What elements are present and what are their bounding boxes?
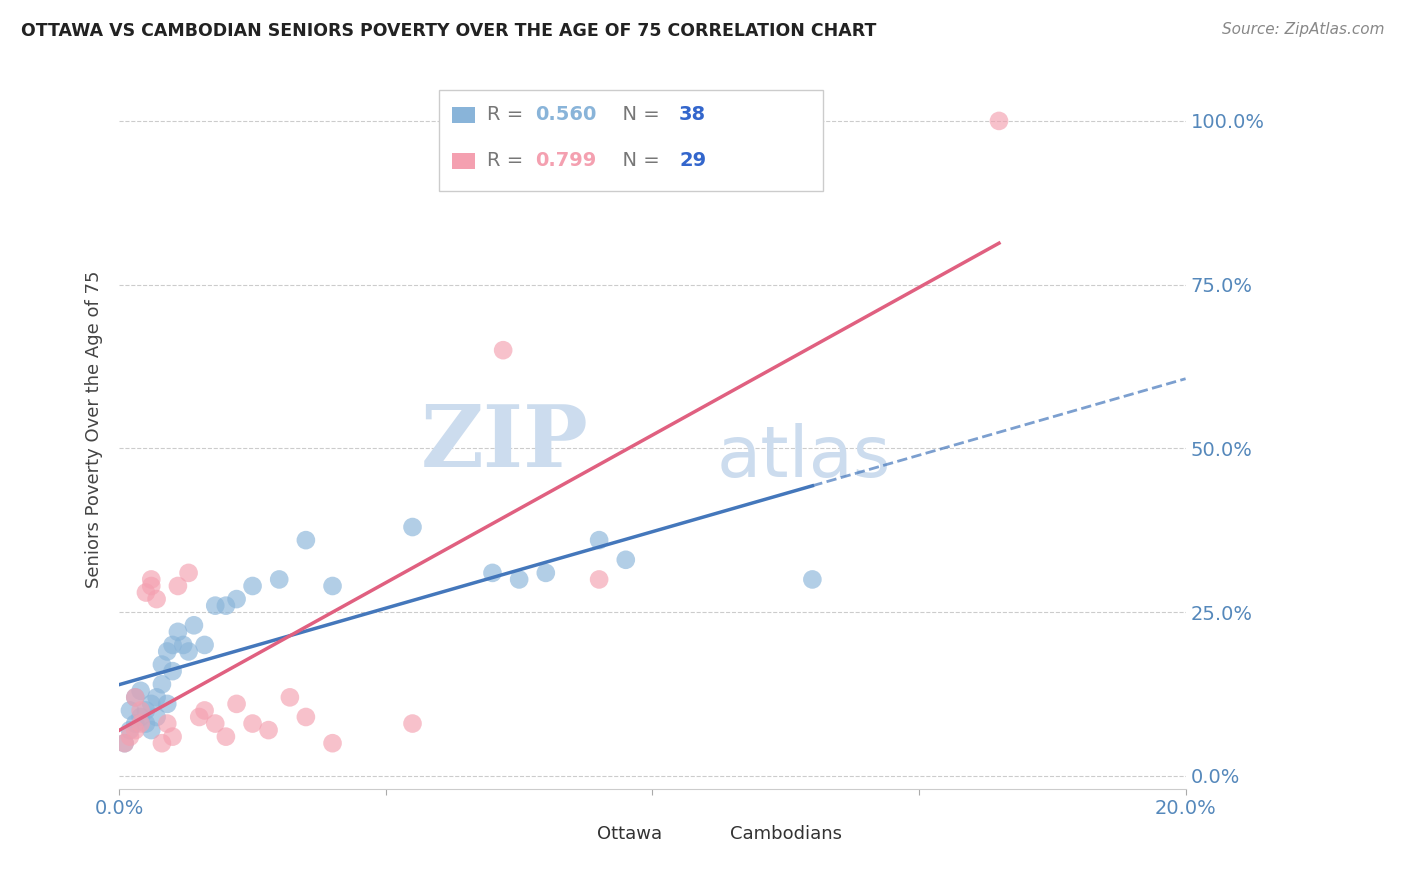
Point — [295, 710, 318, 724]
FancyBboxPatch shape — [439, 90, 823, 191]
Point — [508, 573, 530, 587]
Point — [167, 624, 190, 639]
Point — [492, 343, 515, 358]
Point — [150, 736, 173, 750]
Point — [129, 710, 152, 724]
Point — [481, 566, 503, 580]
Point — [588, 533, 610, 548]
Point — [124, 690, 146, 705]
Point — [225, 697, 247, 711]
Point — [322, 579, 344, 593]
Point — [177, 644, 200, 658]
Point — [141, 723, 163, 737]
Point — [129, 716, 152, 731]
Point — [204, 599, 226, 613]
Point — [194, 638, 217, 652]
Point — [242, 579, 264, 593]
Text: R =: R = — [486, 105, 530, 124]
Point — [135, 585, 157, 599]
Point — [614, 553, 637, 567]
Text: Cambodians: Cambodians — [730, 825, 842, 844]
Text: N =: N = — [610, 105, 666, 124]
Text: ZIP: ZIP — [420, 401, 589, 485]
Point — [118, 703, 141, 717]
Point — [135, 716, 157, 731]
Point — [114, 736, 136, 750]
Point — [295, 533, 318, 548]
Point — [145, 710, 167, 724]
Point — [156, 716, 179, 731]
Text: OTTAWA VS CAMBODIAN SENIORS POVERTY OVER THE AGE OF 75 CORRELATION CHART: OTTAWA VS CAMBODIAN SENIORS POVERTY OVER… — [21, 22, 876, 40]
Point — [162, 664, 184, 678]
Point — [156, 644, 179, 658]
Point — [150, 677, 173, 691]
Point — [188, 710, 211, 724]
Point — [129, 683, 152, 698]
Text: atlas: atlas — [717, 423, 891, 492]
Point — [114, 736, 136, 750]
Point — [150, 657, 173, 672]
Point — [141, 697, 163, 711]
Text: 0.560: 0.560 — [536, 105, 596, 124]
Point — [124, 716, 146, 731]
Point — [118, 723, 141, 737]
Point — [162, 638, 184, 652]
Point — [145, 592, 167, 607]
Text: N =: N = — [610, 152, 666, 170]
Point — [124, 690, 146, 705]
Point — [145, 690, 167, 705]
Point — [242, 716, 264, 731]
Point — [135, 703, 157, 717]
Point — [588, 573, 610, 587]
Point — [225, 592, 247, 607]
Point — [177, 566, 200, 580]
FancyBboxPatch shape — [451, 153, 475, 169]
Point — [118, 730, 141, 744]
Point — [401, 520, 423, 534]
Text: Source: ZipAtlas.com: Source: ZipAtlas.com — [1222, 22, 1385, 37]
Point — [257, 723, 280, 737]
Point — [172, 638, 194, 652]
Point — [183, 618, 205, 632]
Point — [401, 716, 423, 731]
Point — [141, 579, 163, 593]
Text: 0.799: 0.799 — [536, 152, 596, 170]
Point — [124, 723, 146, 737]
Point — [194, 703, 217, 717]
Point — [156, 697, 179, 711]
Point — [204, 716, 226, 731]
Point — [167, 579, 190, 593]
Text: R =: R = — [486, 152, 530, 170]
Point — [215, 599, 238, 613]
Text: 38: 38 — [679, 105, 706, 124]
FancyBboxPatch shape — [700, 826, 724, 849]
FancyBboxPatch shape — [567, 826, 591, 849]
Text: Ottawa: Ottawa — [598, 825, 662, 844]
Point — [278, 690, 301, 705]
Point — [534, 566, 557, 580]
Point — [129, 703, 152, 717]
Text: 29: 29 — [679, 152, 706, 170]
Point — [269, 573, 291, 587]
FancyBboxPatch shape — [451, 107, 475, 122]
Point — [162, 730, 184, 744]
Point — [801, 573, 824, 587]
Point — [215, 730, 238, 744]
Point — [141, 573, 163, 587]
Y-axis label: Seniors Poverty Over the Age of 75: Seniors Poverty Over the Age of 75 — [86, 270, 103, 588]
Point — [988, 114, 1011, 128]
Point — [322, 736, 344, 750]
